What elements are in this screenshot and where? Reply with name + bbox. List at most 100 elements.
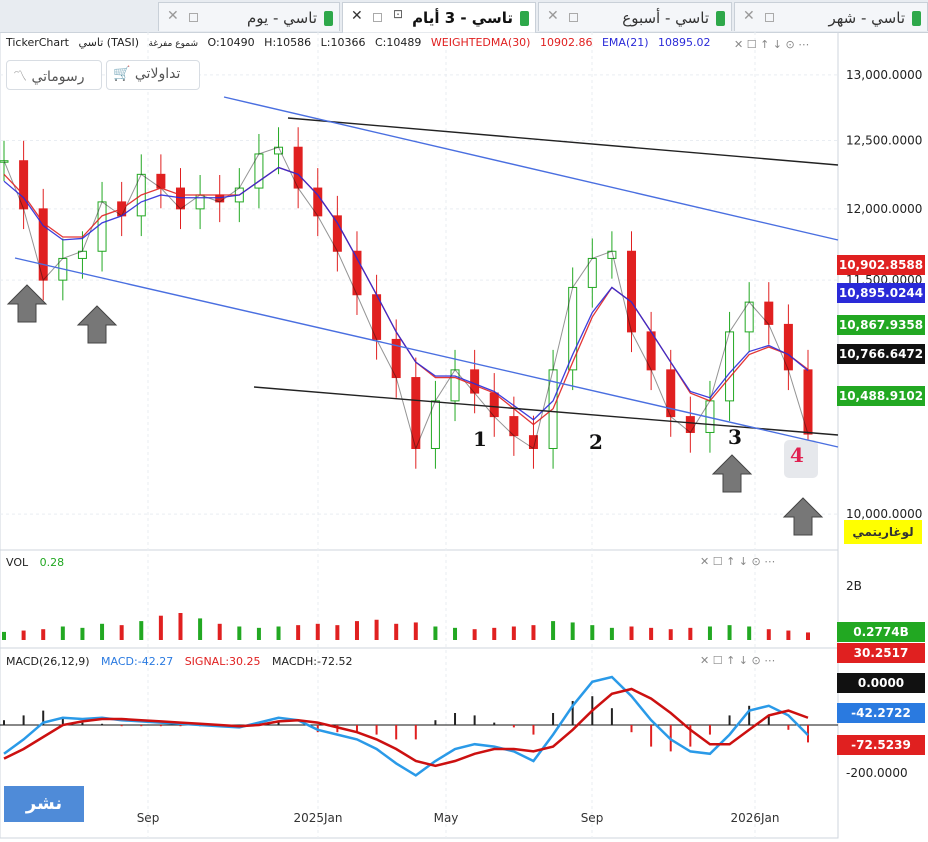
candle-body [509,416,519,437]
volume-bar [629,626,634,640]
volume-bar [217,623,222,640]
candle-body [666,369,676,418]
tab-indicator-icon [716,11,725,26]
candle-body [352,250,362,296]
trend-line [253,386,839,436]
chart-canvas[interactable]: 1 2 3 4 Sep 2025Jan May Sep 2026Jan 13,000.0000 1… [0,32,928,842]
drawings-button[interactable]: 〽 رسوماتي [6,60,102,90]
log-scale-badge[interactable]: لوغاريتمي [844,520,922,544]
signal-value: SIGNAL:30.25 [184,655,261,668]
volume-bar [374,619,379,640]
volume-bar [531,625,536,640]
volume-bar [21,630,26,640]
restore-icon[interactable] [373,13,382,22]
up-arrow-icon [711,454,753,493]
candle-body [568,286,578,371]
open-value: O:10490 [207,36,255,49]
volume-label: VOL [6,556,29,569]
candle-body [293,146,303,189]
price-tick-label: 12,000.0000 [846,202,922,216]
volume-bar [609,627,614,640]
restore-icon[interactable] [569,13,578,22]
close-icon[interactable]: ✕ [547,8,559,24]
tab-monthly[interactable]: تاسي - شهر ✕ [734,2,928,31]
volume-bar [60,626,65,640]
close-value: C:10489 [374,36,422,49]
wave-label: 3 [728,425,742,449]
candle-body [450,369,460,402]
volume-bar [80,627,85,640]
candle-body [744,301,754,333]
volume-bar [492,627,497,640]
volume-bar [453,627,458,640]
x-tick-label: 2026Jan [730,811,779,825]
candle-body [19,160,29,210]
price-panel-frame [0,32,839,551]
macd-hist-value: MACDH:-72.52 [272,655,353,668]
tab-indicator-icon [912,11,921,26]
candle-body [470,369,480,394]
volume-bar [315,623,320,640]
volume-bar [335,625,340,640]
volume-bar [100,623,105,640]
tab-indicator-icon [520,11,529,26]
tab-daily[interactable]: تاسي - يوم ✕ [158,2,340,31]
drawings-label: رسوماتي [31,69,85,85]
candle-body [332,215,342,252]
x-tick-label: Sep [581,811,604,825]
tab-weekly[interactable]: تاسي - أسبوع ✕ [538,2,732,31]
candle-body [0,160,9,163]
volume-bar [472,629,477,640]
x-tick-label: May [434,811,459,825]
pin-icon[interactable]: ⊡ [393,7,404,21]
volume-bar [198,618,203,640]
price-tick-label: 13,000.0000 [846,68,922,82]
volume-bar [511,626,516,640]
candle-body [274,146,284,155]
wave-4-highlight [784,440,818,478]
drawing-icon: 〽 [13,69,27,85]
wave-label: 2 [589,430,603,454]
volume-bar [178,613,183,640]
restore-icon[interactable] [189,13,198,22]
volume-bar [551,621,556,640]
price-value-label: 10,867.9358 [837,315,925,335]
volume-bar [276,626,281,640]
close-icon[interactable]: ✕ [351,8,363,24]
trades-label: تداولاتي [134,66,181,82]
price-panel-tools[interactable]: ✕ ☐ ↑ ↓ ⊙ ⋯ [734,38,810,51]
watermark-logo: نشر [4,786,84,822]
candle-body [411,377,421,449]
close-icon[interactable]: ✕ [167,8,179,24]
volume-bar [727,625,732,640]
brand-label: TickerChart [6,36,69,49]
volume-panel-tools[interactable]: ✕ ☐ ↑ ↓ ⊙ ⋯ [700,555,776,568]
candle-body [607,250,617,259]
candle-body [528,435,538,449]
x-tick-label: Sep [137,811,160,825]
candle-body [391,338,401,379]
restore-icon[interactable] [765,13,774,22]
volume-value-label: 0.2774B [837,622,925,642]
low-value: L:10366 [320,36,366,49]
trades-button[interactable]: 🛒 تداولاتي [106,60,200,90]
up-arrow-icon [6,284,48,323]
volume-panel [2,613,810,640]
macd-panel-tools[interactable]: ✕ ☐ ↑ ↓ ⊙ ⋯ [700,654,776,667]
tab-label: تاسي - يوم [247,9,317,27]
volume-bar [766,629,771,640]
volume-bar [354,621,359,640]
macd-line-value: MACD:-42.27 [101,655,174,668]
candle-body [587,257,597,288]
candle-body [38,208,48,281]
volume-bar [707,626,712,640]
macd-value-label: 30.2517 [837,643,925,663]
macd-panel [0,675,838,777]
volume-bar [41,629,46,640]
close-icon[interactable]: ✕ [743,8,755,24]
tab-label: تاسي - 3 أيام [412,9,513,27]
volume-bar [296,625,301,640]
candle-body [77,250,87,259]
tab-3days[interactable]: تاسي - 3 أيام ✕ ⊡ [342,2,536,33]
price-tick-label: 12,500.0000 [846,134,922,148]
